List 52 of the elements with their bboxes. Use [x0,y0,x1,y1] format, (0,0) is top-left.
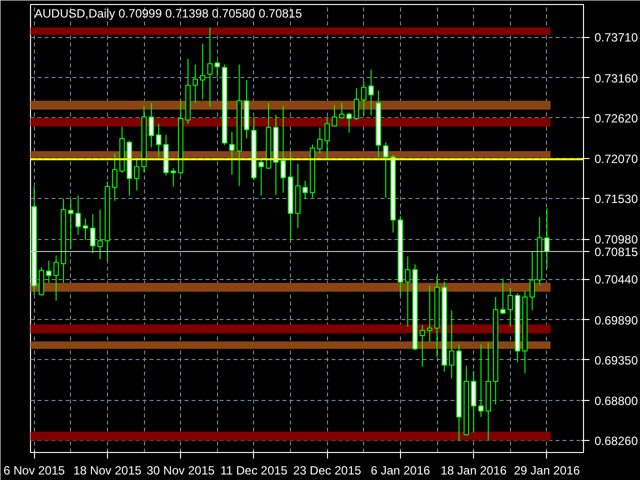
candlestick [156,123,162,158]
y-tick-label: 0.73710 [594,30,638,45]
candlestick [368,69,374,116]
candlestick [258,160,264,196]
candlestick [361,81,366,116]
candlestick [420,324,426,368]
candlestick [46,260,52,284]
x-tick-label: 6 Jan 2016 [370,464,430,478]
ref-line-label: 0.70815 [594,244,638,259]
x-tick-label: 11 Dec 2015 [220,464,288,478]
chart-title: AUDUSD,Daily 0.70999 0.71398 0.70580 0.70815 [34,6,302,20]
y-tick-label: 0.70980 [594,232,638,247]
candlestick [53,255,59,302]
candlestick [148,102,154,148]
candlestick [200,43,206,100]
candlestick [170,168,176,188]
y-tick-label: 0.68260 [594,434,638,448]
candlestick [229,131,235,176]
x-tick-label: 18 Nov 2015 [73,464,142,478]
candlestick [317,126,323,154]
candlestick [339,102,344,120]
candlestick [530,251,535,311]
candlestick [478,344,484,418]
candlestick [324,117,330,158]
candlestick [192,64,198,104]
y-tick-label: 0.69890 [594,313,638,328]
x-tick-label: 18 Jan 2016 [440,464,507,478]
candlestick [90,214,96,254]
candlestick [426,285,432,343]
y-tick-label: 0.72620 [594,111,638,126]
candlestick [207,26,213,108]
y-tick-label: 0.70440 [594,272,638,287]
candlestick [112,152,118,202]
y-tick-label: 0.73160 [594,71,638,86]
x-tick-label: 6 Nov 2015 [3,464,66,478]
candlestick [280,105,286,194]
candlestick [68,198,74,250]
y-tick-label: 0.72070 [594,152,638,166]
candlestick [448,310,454,379]
y-tick-label: 0.69350 [594,353,638,368]
candlestick [405,256,410,328]
candlestick [214,60,220,78]
candlestick [383,142,388,198]
x-tick-label: 29 Jan 2016 [514,464,580,478]
candlestick [302,180,308,200]
candlestick [332,104,338,126]
y-tick-label: 0.71530 [594,192,638,206]
x-tick-label: 30 Nov 2015 [146,464,216,478]
candlestick [134,158,140,191]
x-tick-label: 23 Dec 2015 [293,464,362,478]
y-tick-label: 0.68800 [594,394,638,408]
candlestick [508,288,513,328]
